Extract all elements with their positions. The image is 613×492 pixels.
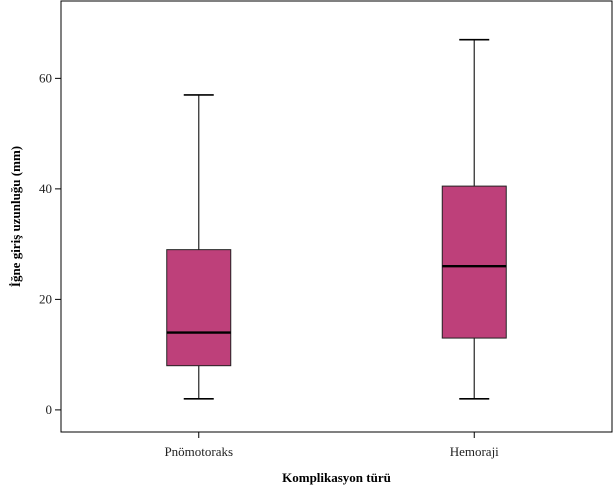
iqr-box [441,185,507,339]
x-tick-label: Pnömotoraks [164,444,233,459]
x-axis: Pnömotoraks Hemoraji [164,432,499,459]
y-axis-title: İğne giriş uzunluğu (mm) [8,146,23,287]
x-tick-label: Hemoraji [450,444,499,459]
y-axis: 0 20 40 60 [39,70,61,417]
y-tick-label: 60 [39,70,52,85]
plot-frame [60,0,613,433]
x-axis-title: Komplikasyon türü [282,470,391,485]
y-tick-label: 40 [39,181,52,196]
y-tick-label: 0 [46,402,53,417]
y-tick-label: 20 [39,291,52,306]
iqr-box [166,249,232,367]
box-series [166,38,507,400]
